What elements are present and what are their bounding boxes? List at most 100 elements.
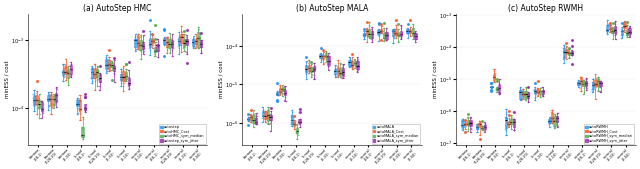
Point (278, 89, 288, 92)
Point (466, 124, 476, 127)
Point (287, 122, 297, 125)
Point (32, 79, 42, 82)
Point (337, 73, 348, 76)
Point (535, 87, 545, 89)
Point (265, 106, 275, 109)
Point (573, 84, 583, 87)
Point (294, 111, 305, 114)
Point (602, 30, 612, 32)
Point (616, 28, 627, 30)
Point (573, 82, 584, 85)
Point (332, 76, 342, 78)
Point (166, 46, 177, 48)
Point (148, 47, 158, 50)
Point (52, 88, 62, 90)
Point (291, 126, 301, 128)
Point (44, 99, 54, 102)
Point (479, 124, 490, 127)
PathPatch shape (365, 29, 368, 35)
Point (531, 96, 541, 99)
Point (266, 116, 276, 119)
Point (508, 123, 518, 125)
Point (379, 37, 389, 39)
Point (581, 77, 591, 80)
Point (353, 68, 363, 71)
Point (181, 38, 191, 41)
Point (51, 100, 61, 103)
Point (390, 32, 401, 34)
Point (574, 80, 584, 82)
Point (191, 42, 201, 45)
Point (266, 129, 276, 132)
Point (124, 85, 134, 88)
Point (576, 80, 586, 83)
Point (150, 51, 160, 54)
Point (275, 91, 285, 93)
Point (90, 89, 100, 91)
Point (308, 65, 319, 68)
Point (616, 28, 627, 31)
Point (474, 126, 484, 129)
Title: (a) AutoStep HMC: (a) AutoStep HMC (83, 4, 152, 13)
Point (191, 38, 201, 41)
Point (335, 69, 346, 71)
Point (335, 73, 345, 76)
Point (179, 45, 189, 48)
Point (381, 33, 392, 36)
Point (167, 55, 177, 57)
Point (159, 40, 169, 43)
Point (580, 77, 591, 80)
Point (362, 40, 372, 43)
Point (624, 35, 634, 38)
Point (263, 115, 273, 117)
Point (133, 45, 143, 48)
Point (380, 39, 390, 42)
Point (287, 114, 298, 117)
Point (567, 44, 577, 47)
Point (181, 50, 191, 53)
Point (323, 57, 333, 59)
Point (261, 115, 271, 117)
Point (521, 86, 531, 89)
Point (133, 48, 143, 51)
Point (491, 91, 501, 93)
PathPatch shape (464, 123, 467, 125)
Point (461, 122, 471, 125)
Point (607, 27, 618, 30)
PathPatch shape (363, 33, 365, 36)
Point (86, 76, 97, 79)
Point (119, 81, 129, 84)
Point (308, 68, 319, 71)
Point (72, 112, 83, 115)
Point (491, 88, 501, 90)
Point (531, 97, 541, 100)
Point (135, 49, 145, 52)
Point (381, 38, 391, 41)
Point (107, 65, 117, 67)
Point (378, 26, 388, 29)
Point (458, 117, 468, 120)
Point (617, 33, 627, 36)
Point (262, 110, 273, 113)
Point (266, 114, 276, 116)
Point (529, 89, 540, 91)
Point (310, 65, 320, 67)
Point (367, 41, 377, 44)
Point (43, 99, 53, 101)
Point (323, 63, 333, 66)
Point (75, 107, 85, 110)
Point (73, 97, 83, 99)
Point (410, 37, 420, 40)
Point (486, 84, 497, 87)
Point (460, 123, 470, 125)
PathPatch shape (597, 79, 599, 86)
Point (493, 85, 504, 88)
Point (107, 59, 117, 62)
Point (564, 52, 575, 55)
Point (251, 120, 261, 123)
Point (364, 36, 374, 39)
Point (350, 64, 360, 67)
Point (275, 93, 285, 95)
Point (552, 123, 562, 125)
Point (280, 92, 290, 95)
